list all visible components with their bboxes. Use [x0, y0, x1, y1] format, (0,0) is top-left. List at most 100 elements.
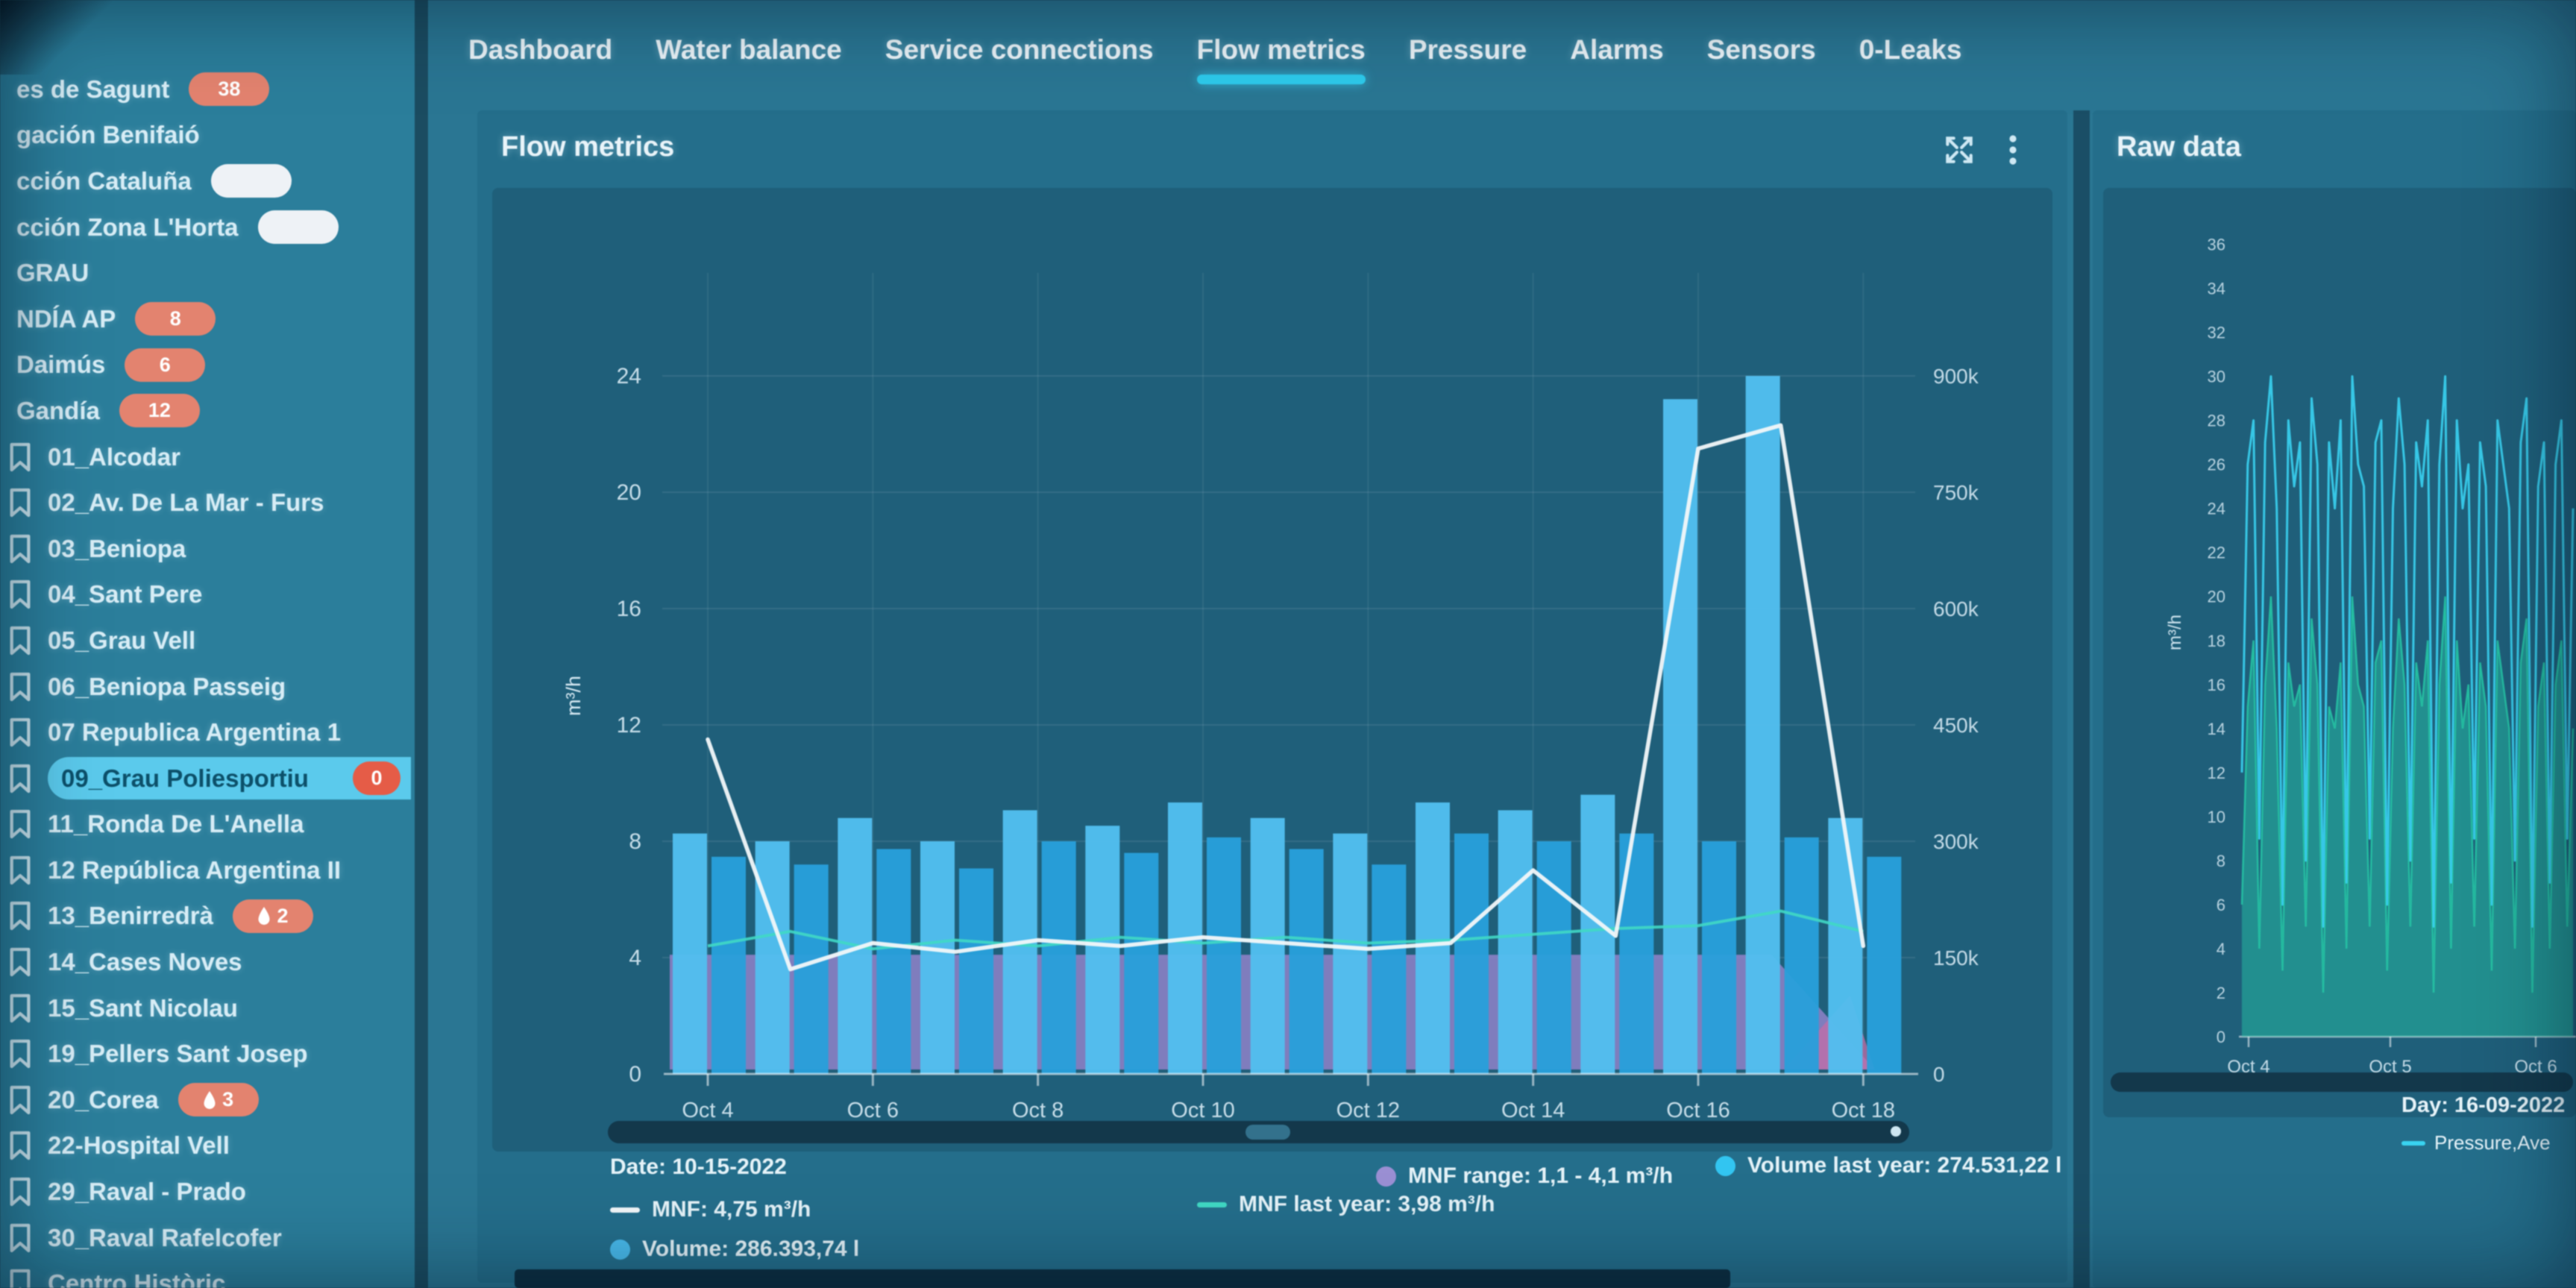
svg-text:Oct 6: Oct 6	[847, 1099, 899, 1122]
leak-drop-icon	[204, 1090, 216, 1109]
volume-last-year-dot-swatch	[1715, 1155, 1735, 1176]
raw-chart-scrollbar[interactable]	[2111, 1072, 2573, 1092]
legend-mnf[interactable]: MNF: 4,75 m³/h	[610, 1197, 811, 1222]
tab-dashboard[interactable]: Dashboard	[468, 34, 612, 84]
kebab-menu-icon[interactable]	[2008, 133, 2018, 167]
sidebar-item-11-ronda-de-l-anella[interactable]: 11_Ronda De L'Anella	[0, 802, 411, 848]
bookmark-icon	[10, 855, 31, 885]
sidebar-item-12-rep-blica-argentina-ii[interactable]: 12 República Argentina II	[0, 847, 411, 893]
alarm-count-badge	[210, 164, 292, 198]
svg-text:0: 0	[2217, 1028, 2225, 1046]
bookmark-icon	[10, 580, 31, 609]
tab-water-balance[interactable]: Water balance	[656, 34, 842, 84]
sidebar-item-09-grau-poliesportiu[interactable]: 09_Grau Poliesportiu 0	[0, 755, 411, 802]
sidebar-item-cci-n-zona-l-horta[interactable]: cción Zona L'Horta	[0, 204, 411, 251]
sidebar-item-02-av-de-la-mar-furs[interactable]: 02_Av. De La Mar - Furs	[0, 480, 411, 526]
sidebar-item-29-raval-prado[interactable]: 29_Raval - Prado	[0, 1169, 411, 1215]
svg-text:2: 2	[2217, 984, 2225, 1002]
sidebar-item-14-cases-noves[interactable]: 14_Cases Noves	[0, 939, 411, 985]
photo-corner-shadow	[0, 0, 112, 75]
svg-text:150k: 150k	[1933, 946, 1979, 970]
sidebar-item-06-beniopa-passeig[interactable]: 06_Beniopa Passeig	[0, 664, 411, 710]
sidebar-item-13-benirredr-[interactable]: 13_Benirredrà 2	[0, 893, 411, 940]
legend-mnf-range[interactable]: MNF range: 1,1 - 4,1 m³/h	[1376, 1163, 1673, 1189]
tab-alarms[interactable]: Alarms	[1570, 34, 1663, 84]
svg-text:Oct 16: Oct 16	[1666, 1099, 1730, 1122]
svg-text:20: 20	[617, 480, 641, 505]
sidebar-item-gaci-n-benifai-[interactable]: gación Benifaió	[16, 121, 200, 149]
raw-data-chart[interactable]: 363432302826242220181614121086420m³/hOct…	[2093, 110, 2576, 1288]
sidebar-item-20-corea[interactable]: 20_Corea 3	[0, 1077, 411, 1123]
bookmark-icon	[10, 902, 31, 931]
alarm-count-badge: 0	[353, 761, 400, 796]
svg-text:18: 18	[2208, 632, 2225, 650]
svg-text:20: 20	[2208, 588, 2225, 606]
flow-chart[interactable]: Oct 4 Oct 6 Oct 8 Oct 10 Oct 12 Oct 14 Oct 16 O…	[477, 110, 2067, 1283]
bookmark-icon	[10, 1085, 31, 1114]
svg-text:26: 26	[2208, 456, 2225, 474]
tab-0-leaks[interactable]: 0-Leaks	[1859, 34, 1962, 84]
flow-chart-scrollbar-end-dot	[1891, 1126, 1901, 1137]
sidebar-item-gand-a[interactable]: Gandía 12	[0, 388, 411, 434]
active-tab-underline	[656, 75, 842, 84]
bookmark-icon	[10, 810, 31, 839]
tab-flow-metrics[interactable]: Flow metrics	[1196, 34, 1366, 84]
sidebar-item-es-de-sagunt[interactable]: es de Sagunt 38	[0, 66, 411, 113]
sidebar-item-30-raval-rafelcofer[interactable]: 30_Raval Rafelcofer	[0, 1215, 411, 1261]
legend-volume[interactable]: Volume: 286.393,74 l	[610, 1237, 859, 1262]
sidebar-item-15-sant-nicolau[interactable]: 15_Sant Nicolau	[0, 985, 411, 1031]
sidebar-item-19-pellers-sant-josep[interactable]: 19_Pellers Sant Josep	[0, 1031, 411, 1077]
raw-footer-series[interactable]: Pressure,Ave	[2401, 1131, 2576, 1155]
sidebar-item-07-republica-argentina-1[interactable]: 07 Republica Argentina 1	[0, 709, 411, 755]
svg-text:6: 6	[2217, 896, 2225, 914]
active-tab-underline	[1859, 75, 1962, 84]
legend-date: Date: 10-15-2022	[610, 1155, 787, 1179]
expand-icon[interactable]	[1942, 133, 1976, 167]
sidebar-item-22-hospital-vell[interactable]: 22-Hospital Vell	[0, 1123, 411, 1169]
tab-sensors[interactable]: Sensors	[1707, 34, 1816, 84]
bookmark-icon	[10, 993, 31, 1022]
sidebar-item-cci-n-catalu-a[interactable]: cción Cataluña	[0, 158, 411, 204]
bookmark-icon	[10, 1177, 31, 1207]
svg-text:m³/h: m³/h	[562, 676, 585, 716]
svg-text:32: 32	[2208, 324, 2225, 342]
sidebar-item-04-sant-pere[interactable]: 04_Sant Pere	[0, 572, 411, 618]
sidebar-item-nd-a-ap[interactable]: NDÍA AP 8	[0, 296, 411, 342]
sidebar-item-centro-hist-ric[interactable]: Centro Històric	[0, 1260, 411, 1288]
flow-chart-scrollbar[interactable]	[608, 1121, 1909, 1143]
bookmark-icon	[10, 1040, 31, 1069]
legend-volume-last-year[interactable]: Volume last year: 274.531,22 l	[1715, 1153, 2061, 1178]
panel-title: Flow metrics	[501, 131, 675, 163]
sidebar-item-grau[interactable]: GRAU	[16, 259, 89, 287]
svg-text:16: 16	[2208, 676, 2225, 694]
bookmark-icon	[10, 947, 31, 977]
bottom-scrollbar[interactable]	[515, 1269, 1730, 1288]
svg-text:8: 8	[629, 829, 641, 854]
svg-text:Oct 18: Oct 18	[1832, 1099, 1895, 1122]
active-tab-underline	[1707, 75, 1816, 84]
bookmark-icon	[10, 1131, 31, 1160]
sidebar-item-daim-s[interactable]: Daimús 6	[0, 342, 411, 389]
bookmark-icon	[10, 764, 31, 793]
svg-text:24: 24	[617, 364, 641, 389]
sidebar-item-05-grau-vell[interactable]: 05_Grau Vell	[0, 618, 411, 664]
flow-chart-scrollbar-thumb[interactable]	[1245, 1125, 1290, 1140]
legend-mnf-last-year[interactable]: MNF last year: 3,98 m³/h	[1197, 1192, 1495, 1217]
sidebar-item-01-alcodar[interactable]: 01_Alcodar	[0, 434, 411, 480]
sidebar-item-03-beniopa[interactable]: 03_Beniopa	[0, 526, 411, 572]
tab-pressure[interactable]: Pressure	[1409, 34, 1527, 84]
bookmark-icon	[10, 1223, 31, 1252]
alarm-count-badge: 38	[189, 72, 270, 107]
alarm-count-badge	[257, 210, 339, 245]
active-tab-underline	[1196, 75, 1366, 84]
bookmark-icon	[10, 672, 31, 701]
bookmark-icon	[10, 626, 31, 656]
svg-text:16: 16	[617, 597, 641, 621]
svg-text:Oct 14: Oct 14	[1501, 1099, 1565, 1122]
bookmark-icon	[10, 717, 31, 747]
bookmark-icon	[10, 489, 31, 518]
tab-service-connections[interactable]: Service connections	[885, 34, 1154, 84]
sidebar-scrollbar[interactable]	[415, 0, 428, 1288]
svg-text:750k: 750k	[1933, 481, 1979, 504]
svg-text:900k: 900k	[1933, 365, 1979, 388]
